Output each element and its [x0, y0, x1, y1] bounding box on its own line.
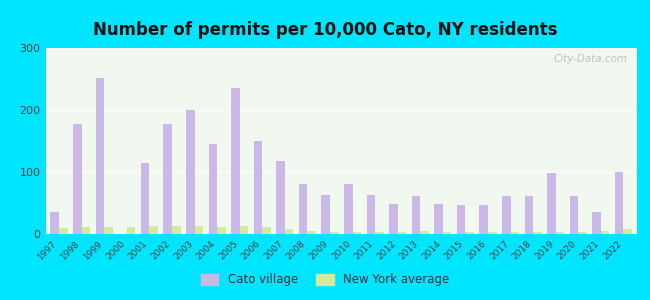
Bar: [186, 110, 194, 234]
Bar: [411, 196, 421, 234]
Bar: [194, 226, 203, 234]
Bar: [533, 232, 541, 234]
Bar: [465, 232, 474, 234]
Bar: [525, 196, 533, 234]
Bar: [510, 232, 519, 234]
Bar: [127, 226, 135, 234]
Bar: [141, 163, 150, 234]
Bar: [421, 231, 429, 234]
Bar: [330, 232, 339, 234]
Bar: [217, 226, 226, 234]
Bar: [389, 204, 398, 234]
Bar: [104, 226, 113, 234]
Text: Number of permits per 10,000 Cato, NY residents: Number of permits per 10,000 Cato, NY re…: [93, 21, 557, 39]
Bar: [352, 232, 361, 234]
Bar: [163, 124, 172, 234]
Bar: [240, 226, 248, 234]
Bar: [398, 232, 406, 234]
Bar: [307, 231, 316, 234]
Bar: [434, 204, 443, 234]
Bar: [592, 212, 601, 234]
Bar: [82, 226, 90, 234]
Bar: [615, 172, 623, 234]
Bar: [276, 161, 285, 234]
Bar: [231, 88, 240, 234]
Bar: [254, 141, 262, 234]
Bar: [73, 124, 82, 234]
Legend: Cato village, New York average: Cato village, New York average: [196, 269, 454, 291]
Bar: [285, 229, 293, 234]
Bar: [623, 229, 632, 234]
Bar: [569, 196, 578, 234]
Bar: [443, 232, 451, 234]
Bar: [51, 212, 59, 234]
Bar: [480, 205, 488, 234]
Bar: [172, 226, 181, 234]
Bar: [96, 78, 104, 234]
Bar: [547, 173, 556, 234]
Bar: [209, 144, 217, 234]
Bar: [375, 232, 383, 234]
Bar: [321, 195, 330, 234]
Bar: [150, 226, 158, 234]
Bar: [556, 232, 564, 234]
Bar: [299, 184, 307, 234]
Bar: [59, 228, 68, 234]
Bar: [488, 232, 497, 234]
Bar: [367, 195, 375, 234]
Bar: [457, 205, 465, 234]
Bar: [344, 184, 352, 234]
Bar: [601, 231, 610, 234]
Bar: [578, 232, 587, 234]
Bar: [262, 226, 271, 234]
Text: City-Data.com: City-Data.com: [554, 54, 628, 64]
Bar: [502, 196, 510, 234]
